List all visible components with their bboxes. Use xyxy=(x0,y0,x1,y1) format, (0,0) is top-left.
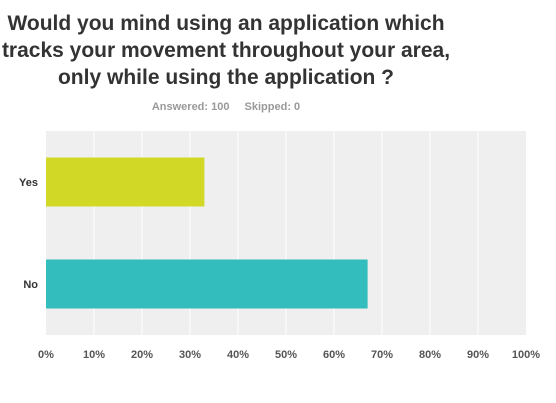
x-tick-label: 50% xyxy=(275,349,297,361)
x-tick-label: 0% xyxy=(38,349,54,361)
category-label: Yes xyxy=(19,177,38,189)
x-tick-label: 30% xyxy=(179,349,201,361)
category-labels: Yes No xyxy=(19,177,38,291)
response-stats: Answered: 100 Skipped: 0 xyxy=(0,101,452,113)
x-tick-label: 70% xyxy=(371,349,393,361)
bars xyxy=(46,157,368,309)
question-title: Would you mind using an application whic… xyxy=(1,12,451,89)
bar-no xyxy=(46,259,368,309)
x-tick-label: 10% xyxy=(83,349,105,361)
x-tick-label: 20% xyxy=(131,349,153,361)
x-tick-label: 100% xyxy=(512,349,540,361)
x-tick-label: 40% xyxy=(227,349,249,361)
x-tick-label: 90% xyxy=(467,349,489,361)
bar-yes xyxy=(46,157,205,207)
category-label: No xyxy=(23,279,38,291)
skipped-count: Skipped: 0 xyxy=(244,101,301,113)
x-tick-label: 80% xyxy=(419,349,441,361)
x-tick-label: 60% xyxy=(323,349,345,361)
x-tick-labels: 0% 10% 20% 30% 40% 50% 60% 70% 80% 90% 100% xyxy=(38,349,540,361)
answered-count: Answered: 100 xyxy=(151,101,230,113)
